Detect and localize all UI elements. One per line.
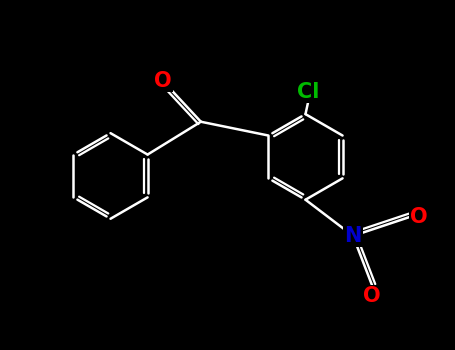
Text: O: O [154,71,172,91]
Text: N: N [344,226,362,246]
Text: Cl: Cl [297,83,319,103]
Text: O: O [410,207,428,227]
Text: O: O [363,286,381,306]
